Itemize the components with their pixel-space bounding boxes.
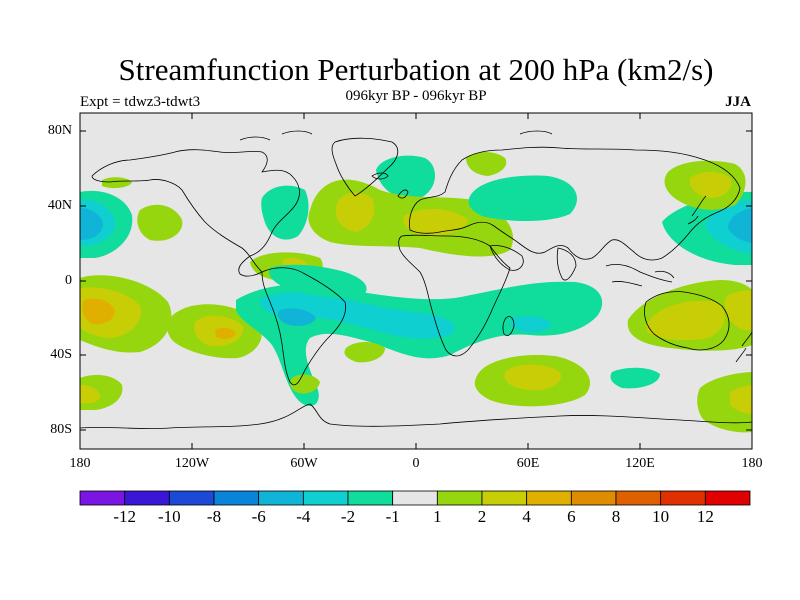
colorbar-label: 6 [567, 507, 576, 526]
contour-fer-pos-inner [689, 172, 732, 198]
coast-sea-islands [605, 264, 675, 287]
coastlines [80, 130, 752, 429]
coast-australia [644, 291, 730, 351]
contour-greenland-neg [376, 155, 436, 199]
colorbar-label: 1 [433, 507, 442, 526]
coast-eurasia [409, 146, 741, 261]
contour-fields [80, 152, 752, 433]
coast-arabia [489, 245, 524, 271]
lat-label: 0 [65, 273, 72, 288]
contour-sepac-pos-core [215, 327, 236, 339]
contour-eio-neg [610, 367, 660, 389]
lon-label: 120W [174, 456, 210, 471]
colorbar-swatch [436, 490, 483, 506]
colorbar-swatch [704, 490, 751, 506]
lon-label: 180 [69, 456, 91, 471]
colorbar-label: 12 [696, 507, 714, 526]
colorbar-swatch [124, 490, 170, 506]
contour-med-pos-inner [403, 208, 468, 236]
colorbar-swatch [213, 490, 260, 506]
coast-south-america [261, 267, 347, 386]
contour-casia-neg [468, 175, 577, 221]
lon-label: 120E [625, 456, 655, 471]
contour-wsp-pos-inner [80, 384, 100, 404]
colorbar-swatch [570, 490, 617, 506]
coast-india [556, 247, 577, 281]
contour-alaska-pos [102, 177, 132, 189]
coast-uk-iceland [371, 172, 409, 199]
contour-scand-pos [466, 152, 507, 176]
contour-natl-neg [261, 185, 309, 240]
lat-label: 80S [50, 422, 72, 437]
coast-greenland [331, 137, 399, 197]
contour-seo-pos-inner [730, 385, 752, 414]
coast-arctic-islands [239, 130, 553, 141]
colorbar-label: 10 [652, 507, 670, 526]
coast-antarctica [80, 403, 752, 429]
colorbar-swatch [168, 490, 215, 506]
colorbar-swatch [392, 490, 438, 506]
contour-aus-pos-inner [645, 300, 725, 341]
lon-label: 60W [290, 456, 318, 471]
colorbar-swatch [347, 490, 394, 506]
map-subtitle: 096kyr BP - 096kyr BP [345, 88, 487, 104]
colorbar-label: -12 [113, 507, 136, 526]
experiment-label: Expt = tdwz3-tdwt3 [80, 94, 201, 110]
coast-africa [398, 234, 511, 357]
coast-new-zealand [735, 331, 752, 363]
season-label: JJA [725, 94, 751, 110]
contour-nwpac-neg-core [728, 208, 752, 243]
contour-satl-neg-mid [260, 292, 455, 339]
colorbar-swatch [79, 490, 126, 506]
contour-spac-pos-core [82, 298, 115, 325]
colorbar-label: -10 [157, 507, 181, 526]
lon-label: 0 [412, 456, 420, 471]
contour-satl-pos-small [344, 342, 385, 363]
colorbar-label: 4 [522, 507, 531, 526]
colorbar-label: -2 [340, 507, 356, 526]
lat-label: 80N [47, 123, 72, 138]
lon-label: 180 [741, 456, 763, 471]
lon-label: 60E [516, 456, 540, 471]
lat-label: 40N [47, 198, 72, 213]
contour-aus-east-pos [724, 290, 752, 331]
map-title: Streamfunction Perturbation at 200 hPa (… [118, 52, 714, 87]
colorbar-swatch [302, 490, 349, 506]
map-panel [80, 113, 752, 449]
colorbar-label: -1 [385, 507, 400, 526]
contour-sesp-pos-small [289, 374, 320, 394]
colorbar-swatch [615, 490, 662, 506]
colorbar-label: 2 [477, 507, 487, 526]
axis-ticks [79, 113, 753, 449]
coast-japan [687, 195, 707, 225]
colorbar-swatch [526, 490, 572, 506]
coast-madagascar [502, 316, 515, 336]
contour-npac-neg-core [80, 208, 103, 240]
colorbar-swatch [481, 490, 528, 506]
contour-seo-pos-outer [697, 372, 752, 433]
coast-north-america [91, 149, 300, 277]
colorbar-label: -8 [206, 507, 222, 526]
contour-sio-neg-core [510, 316, 552, 332]
contour-nafr-pos-inner [335, 192, 375, 232]
colorbar-label: -4 [296, 507, 311, 526]
contour-satl-neg-core [278, 308, 316, 326]
colorbar-swatch [660, 490, 706, 506]
colorbar-label: 8 [611, 507, 621, 526]
colorbar-label: -6 [251, 507, 266, 526]
lat-label: 40S [50, 347, 72, 362]
colorbar [79, 490, 751, 506]
contour-epac-pos [137, 204, 183, 241]
colorbar-swatch [258, 490, 304, 506]
contour-sio-pos-inner [504, 364, 561, 391]
